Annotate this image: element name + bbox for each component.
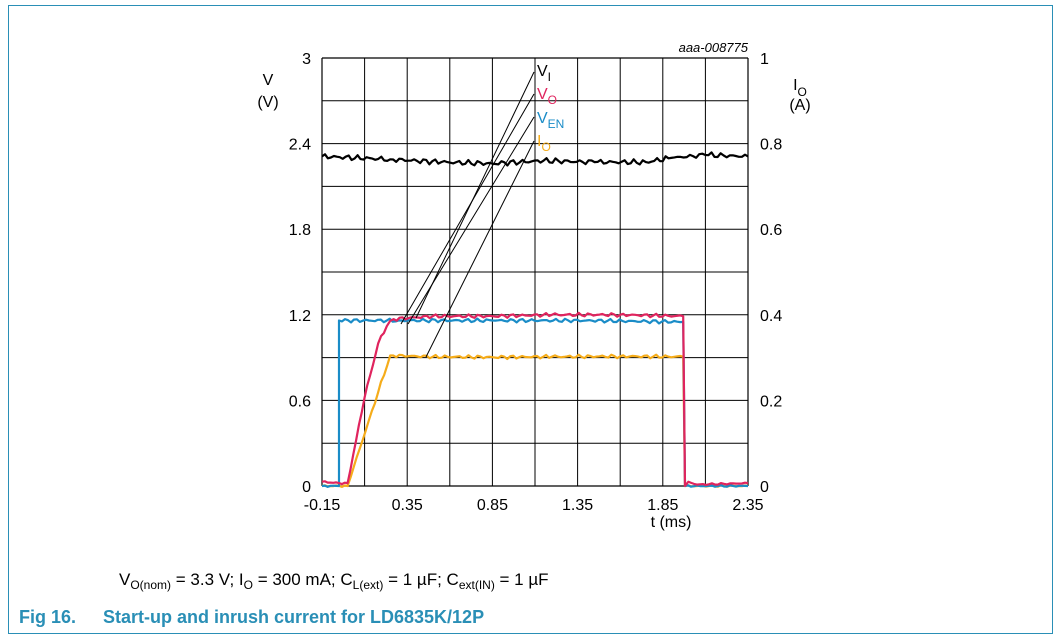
series-line-vo: [321, 311, 749, 488]
chart-grid: [321, 57, 749, 487]
y-tick-label-right: 0.6: [760, 222, 782, 239]
series-line-vi: [321, 151, 749, 167]
y-tick-label-right: 0.4: [760, 308, 782, 325]
legend-leader-line: [425, 140, 535, 358]
series-line-io: [321, 353, 749, 488]
y-tick-label-left: 1.8: [289, 222, 311, 239]
legend-label-vo: VO: [537, 86, 557, 107]
x-axis-label: t (ms): [651, 514, 692, 531]
legend-label-io: IO: [537, 133, 551, 154]
y-tick-label-left: 2.4: [289, 137, 311, 154]
figure-code: aaa-008775: [679, 40, 749, 55]
legend-leaders: [400, 71, 535, 358]
legend-leader-line: [415, 71, 535, 319]
x-tick-label: 2.35: [732, 497, 763, 514]
y-tick-label-right: 0.2: [760, 393, 782, 410]
legend-label-ven: VEN: [537, 110, 564, 131]
legend-label-vi: VI: [537, 63, 551, 84]
x-tick-label: 1.85: [647, 497, 678, 514]
legend-leader-line: [407, 116, 535, 325]
y-tick-label-left: 3: [302, 51, 311, 68]
x-tick-label: -0.15: [304, 497, 341, 514]
y-tick-label-right: 0: [760, 479, 769, 496]
figure-frame: [8, 5, 1053, 634]
y-axis-left-unit: (V): [257, 94, 278, 111]
y-tick-label-left: 0: [302, 479, 311, 496]
x-tick-label: 0.35: [392, 497, 423, 514]
y-tick-label-right: 1: [760, 51, 769, 68]
y-axis-right-label: IO: [793, 77, 807, 99]
x-tick-label: 1.35: [562, 497, 593, 514]
series-line-ven: [321, 317, 749, 488]
y-tick-label-left: 1.2: [289, 308, 311, 325]
chart-series: [321, 151, 749, 488]
x-tick-label: 0.85: [477, 497, 508, 514]
y-axis-right-unit: (A): [789, 97, 810, 114]
legend-leader-line: [400, 93, 535, 325]
figure-number: Fig 16.: [19, 607, 77, 627]
chart-ticks: -0.15 0.35 0.85 1.35 1.85 2.3500.61.21.82.430…: [289, 51, 783, 514]
y-axis-left-label: V: [263, 72, 274, 89]
figure-caption: Fig 16. Start-up and inrush current for L…: [19, 607, 484, 628]
y-tick-label-left: 0.6: [289, 393, 311, 410]
test-conditions: VO(nom) = 3.3 V; IO = 300 mA; CL(ext) = …: [119, 570, 549, 592]
y-tick-label-right: 0.8: [760, 137, 782, 154]
figure-title: Start-up and inrush current for LD6835K/…: [103, 607, 485, 627]
